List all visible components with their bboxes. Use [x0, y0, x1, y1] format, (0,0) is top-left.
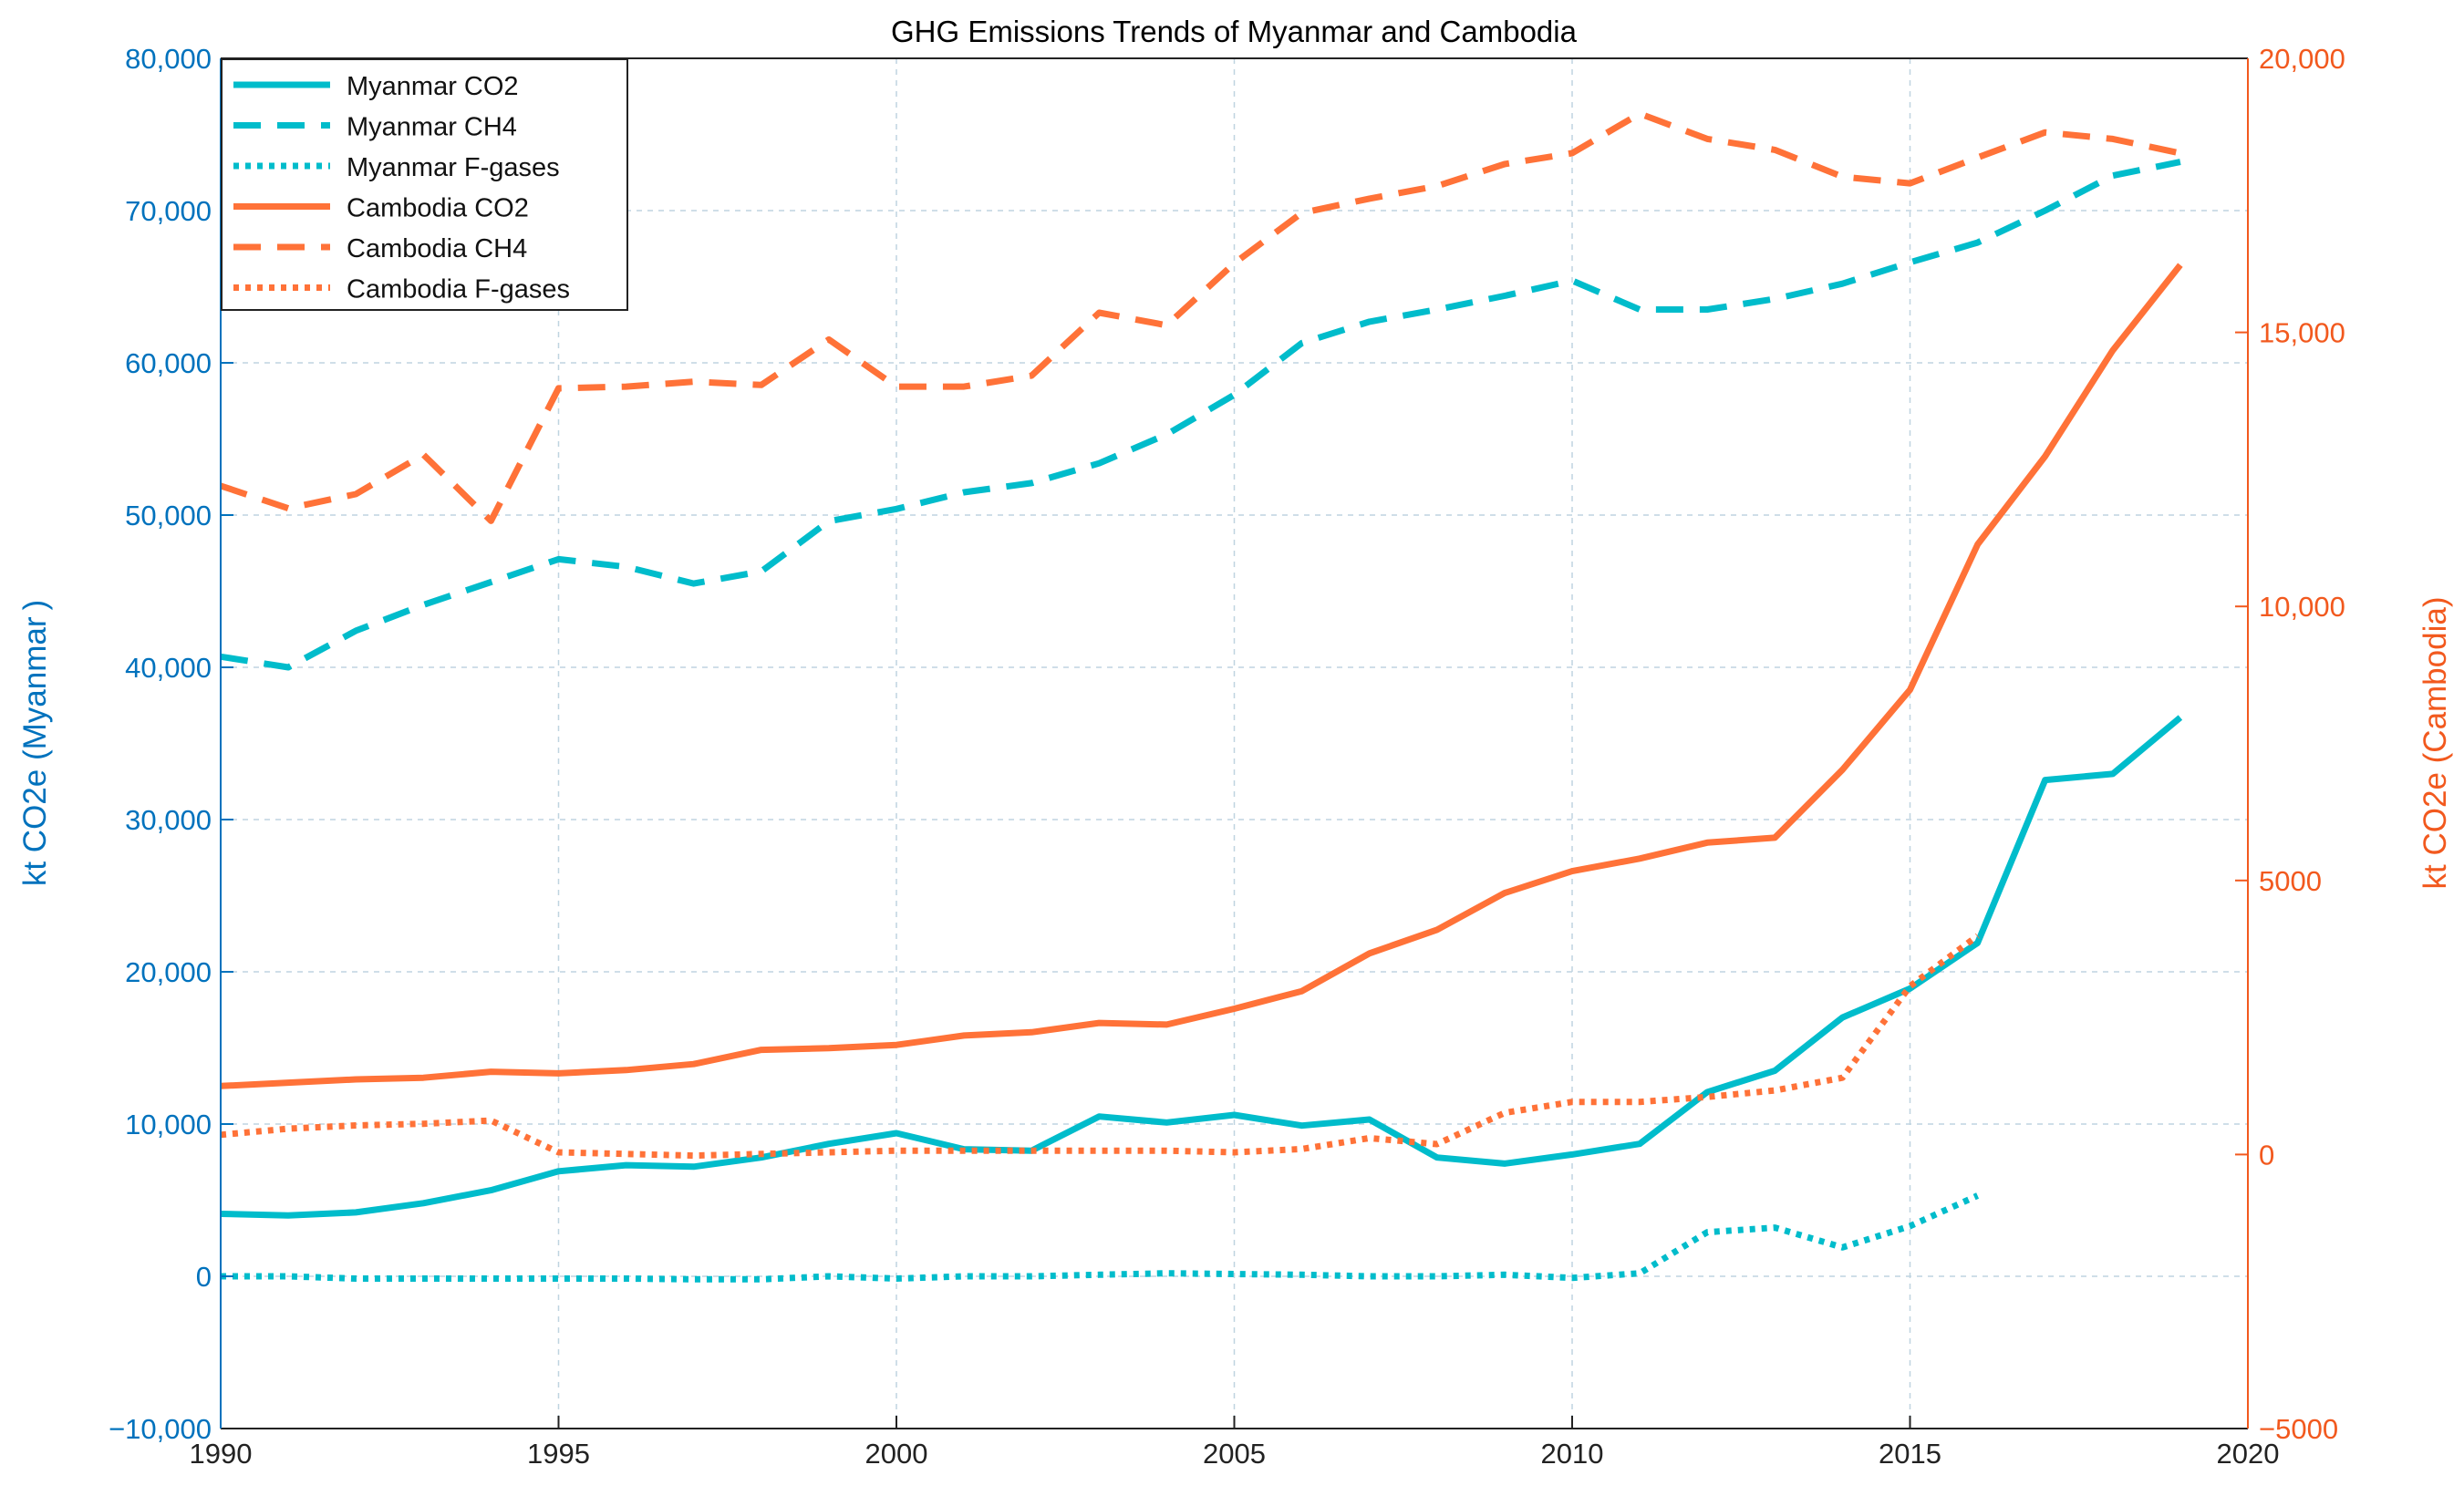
- series-line-cambodia-co2: [220, 263, 2183, 1089]
- chart-title: GHG Emissions Trends of Myanmar and Camb…: [891, 15, 1578, 48]
- x-tick-label: 1990: [190, 1438, 253, 1470]
- legend-label: Myanmar F-gases: [347, 153, 560, 182]
- left-tick-label: 60,000: [125, 347, 212, 379]
- x-tick-label: 2005: [1203, 1438, 1266, 1470]
- right-tick-label: 5000: [2259, 865, 2322, 897]
- y-axis-label-right: kt CO2e (Cambodia): [2417, 597, 2453, 890]
- x-tick-label: 2000: [865, 1438, 928, 1470]
- series-line-myanmar-ch4: [220, 159, 2181, 671]
- legend-box: [221, 58, 628, 311]
- left-tick-label: 70,000: [125, 195, 212, 227]
- series-line-myanmar-co2: [220, 715, 2183, 1219]
- legend-label: Cambodia CH4: [347, 234, 527, 263]
- legend-label: Cambodia F-gases: [347, 275, 570, 304]
- right-tick-label: −5000: [2259, 1413, 2338, 1445]
- left-tick-label: 0: [196, 1261, 212, 1293]
- right-tick-label: 20,000: [2259, 43, 2345, 75]
- x-tick-label: 2020: [2217, 1438, 2280, 1470]
- x-tick-label: 2010: [1541, 1438, 1604, 1470]
- x-tick-label: 1995: [527, 1438, 590, 1470]
- legend: Myanmar CO2 Myanmar CH4 Myanmar F-gases Cam…: [221, 58, 628, 311]
- left-tick-label: 80,000: [125, 43, 212, 75]
- series-line-myanmar-f-gases: [221, 1192, 1980, 1283]
- legend-label: Myanmar CO2: [347, 72, 519, 101]
- left-tick-label: 30,000: [125, 804, 212, 836]
- left-tick-label: 50,000: [125, 500, 212, 531]
- series-line-cambodia-f-gases: [220, 933, 1980, 1160]
- legend-label: Cambodia CO2: [347, 194, 529, 223]
- right-tick-label: 15,000: [2259, 317, 2345, 349]
- series-line-cambodia-ch4: [219, 110, 2181, 524]
- x-tick-label: 2015: [1879, 1438, 1941, 1470]
- left-tick-label: 20,000: [125, 956, 212, 988]
- right-tick-label: 10,000: [2259, 591, 2345, 623]
- legend-label: Myanmar CH4: [347, 113, 517, 142]
- left-tick-label: 40,000: [125, 652, 212, 684]
- series-lines: [219, 110, 2183, 1283]
- right-tick-label: 0: [2259, 1139, 2274, 1171]
- y-axis-label-left: kt CO2e (Myanmar ): [17, 600, 53, 886]
- left-tick-label: 10,000: [125, 1109, 212, 1140]
- left-tick-label: −10,000: [109, 1413, 212, 1445]
